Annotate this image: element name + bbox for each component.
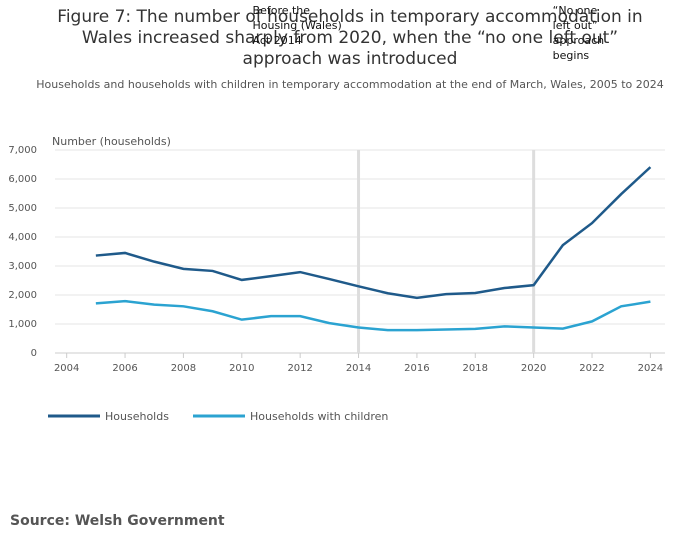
series-line (95, 299, 651, 332)
y-tick-label: 4,000 (8, 232, 37, 243)
y-tick-label: 0 (31, 348, 37, 359)
x-tick-label: 2004 (54, 363, 79, 374)
y-tick-label: 1,000 (8, 319, 37, 330)
x-tick-label: 2020 (521, 363, 546, 374)
annotation: “No one left out” approach begins (552, 4, 605, 62)
y-tick-label: 5,000 (8, 203, 37, 214)
x-tick-label: 2022 (579, 363, 604, 374)
x-tick-label: 2012 (287, 363, 312, 374)
source: Source: Welsh Government (10, 513, 225, 529)
y-tick-label: 2,000 (8, 290, 37, 301)
x-tick-label: 2014 (346, 363, 371, 374)
annotation: Before the Housing (Wales) Act 2014 (252, 4, 342, 47)
y-tick-label: 3,000 (8, 261, 37, 272)
legend-label: Households (105, 410, 169, 423)
x-tick-label: 2018 (463, 363, 488, 374)
x-tick-label: 2010 (229, 363, 254, 374)
chart-title: Figure 7: The number of households in te… (57, 7, 642, 69)
x-tick-label: 2008 (171, 363, 196, 374)
legend-label: Households with children (250, 410, 388, 423)
x-tick-label: 2024 (638, 363, 663, 374)
chart-subtitle: Households and households with children … (36, 78, 664, 91)
x-tick-label: 2006 (112, 363, 137, 374)
series-line (95, 166, 652, 300)
y-tick-label: 6,000 (8, 174, 37, 185)
x-tick-label: 2016 (404, 363, 429, 374)
y-tick-label: 7,000 (8, 145, 37, 156)
y-axis-label: Number (households) (52, 135, 171, 148)
